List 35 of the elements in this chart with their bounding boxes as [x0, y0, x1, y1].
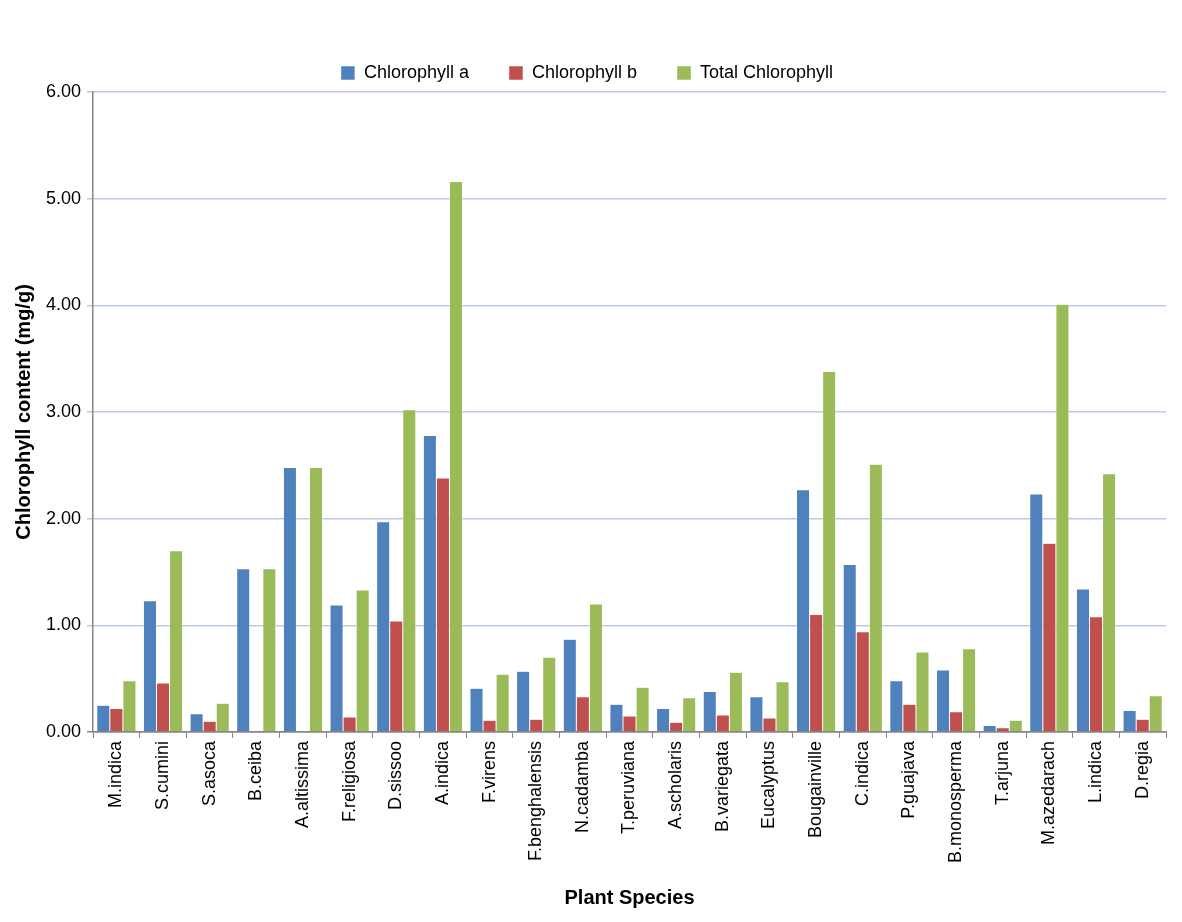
- y-tick-label: 2.00: [45, 507, 82, 528]
- x-tick-label: P.guajava: [898, 739, 919, 819]
- x-tick-label: S.cumini: [151, 740, 172, 810]
- x-tick-label: N.cadamba: [571, 739, 592, 834]
- legend-label: Total Chlorophyll: [700, 61, 834, 82]
- x-tick-label: B.variegata: [711, 739, 732, 833]
- legend-label: Chlorophyll b: [531, 61, 638, 82]
- y-tick-label: 1.00: [45, 614, 82, 635]
- x-tick-label: F.religiosa: [338, 739, 359, 822]
- y-tick-label: 0.00: [45, 720, 82, 741]
- y-tick-label: 4.00: [45, 294, 82, 315]
- x-tick-label: A.altissima: [291, 739, 312, 828]
- y-tick-label: 6.00: [45, 80, 82, 101]
- x-tick-label: F.virens: [478, 740, 499, 803]
- x-tick-label: C.indica: [851, 739, 872, 806]
- legend-label: Chlorophyll a: [363, 61, 470, 82]
- x-tick-label: S.asoca: [198, 739, 219, 806]
- y-tick-label: 5.00: [45, 187, 82, 208]
- x-tick-label: D.regia: [1131, 739, 1152, 799]
- x-tick-label: Eucalyptus: [758, 740, 779, 830]
- x-tick-label: A.indica: [431, 739, 452, 805]
- y-tick-label: 3.00: [45, 400, 82, 421]
- y-axis-title: Chlorophyll content (mg/g): [11, 284, 34, 540]
- x-tick-label: A.scholaris: [665, 740, 686, 829]
- x-axis-title: Plant Species: [564, 885, 695, 908]
- x-tick-label: F.benghalensis: [525, 740, 546, 862]
- x-tick-label: Bougainville: [805, 740, 826, 839]
- x-tick-label: M.indica: [105, 739, 126, 808]
- x-tick-label: L.indica: [1084, 739, 1105, 803]
- x-tick-label: D.sissoo: [385, 740, 406, 810]
- x-tick-label: T.peruviana: [618, 739, 639, 835]
- x-tick-label: B.ceiba: [245, 739, 266, 801]
- x-tick-label: B.monosperma: [945, 739, 966, 864]
- x-tick-label: T.arjuna: [991, 739, 1012, 805]
- x-tick-label: M.azedarach: [1038, 740, 1059, 846]
